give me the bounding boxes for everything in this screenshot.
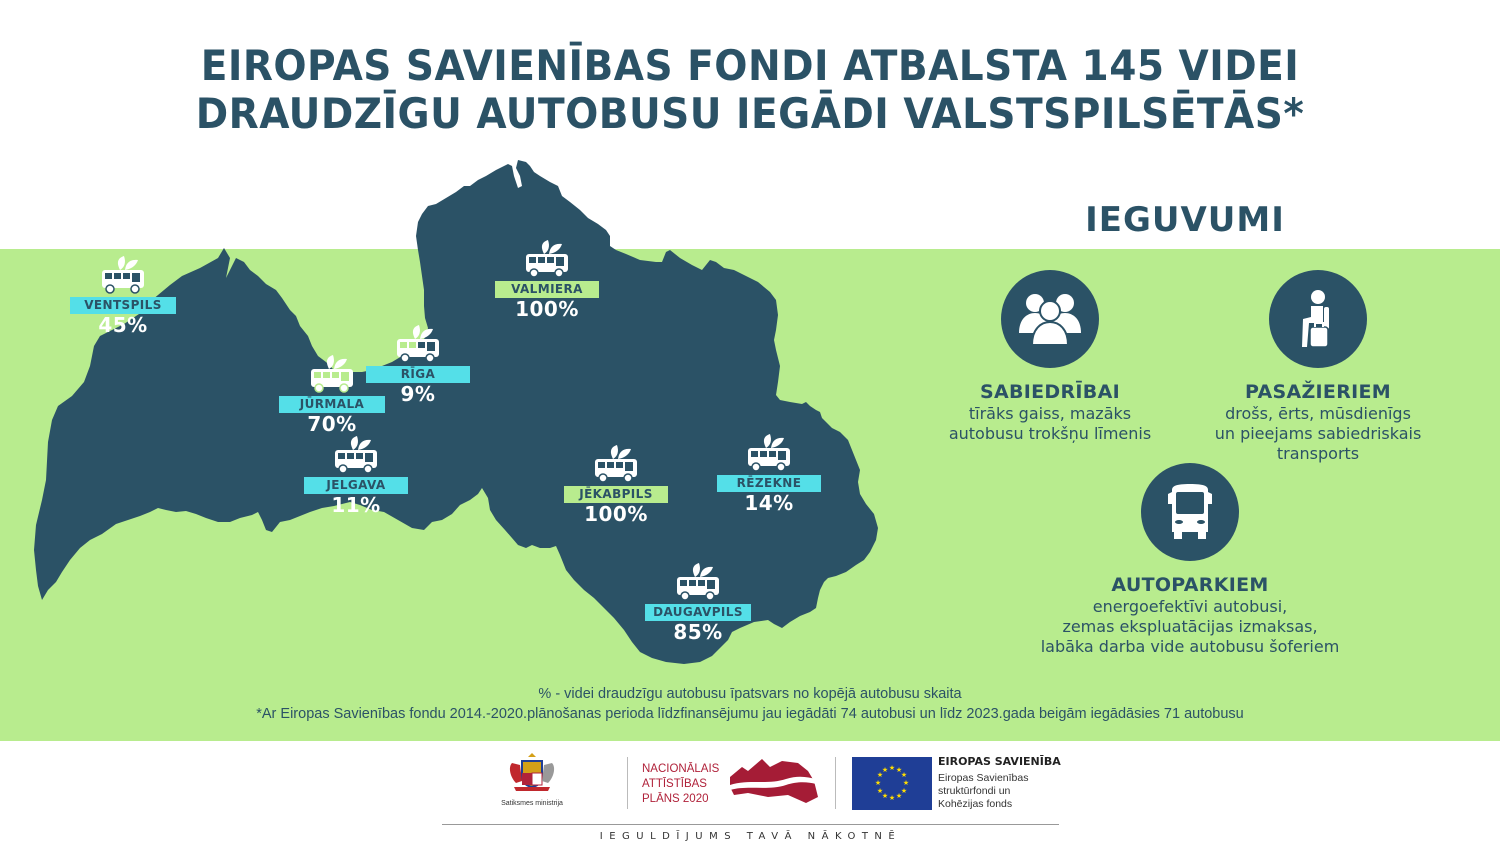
slogan: IEGULDĪJUMS TAVĀ NĀKOTNĒ — [599, 831, 902, 842]
svg-text:★: ★ — [877, 771, 883, 779]
logo-divider — [627, 757, 628, 809]
title-line-2: DRAUDZĪGU AUTOBUSU IEGĀDI VALSTSPILSĒTĀS… — [195, 89, 1305, 138]
title-line-1: EIROPAS SAVIENĪBAS FONDI ATBALSTA 145 VI… — [200, 41, 1300, 90]
footer-divider — [442, 824, 1059, 825]
nap-line-3: PLĀNS 2020 — [642, 793, 709, 805]
city-name: DAUGAVPILS — [645, 604, 751, 621]
city-name: RĒZEKNE — [717, 475, 821, 492]
city-percent: 85% — [673, 620, 723, 644]
city-marker-riga: RĪGA 9% — [365, 325, 471, 405]
city-marker-jekabpils: JĒKABPILS 100% — [563, 445, 669, 525]
benefit-description: drošs, ērts, mūsdienīgs un pieejams sabi… — [1214, 404, 1422, 463]
svg-text:★: ★ — [882, 766, 888, 774]
city-marker-jelgava: JELGAVA 11% — [303, 436, 409, 516]
svg-text:★: ★ — [896, 766, 902, 774]
svg-text:★: ★ — [896, 792, 902, 800]
svg-text:★: ★ — [889, 764, 895, 772]
city-percent: 45% — [98, 313, 148, 337]
benefit-bus-fleets: AUTOPARKIEM energoefektīvi autobusi, zem… — [1010, 463, 1370, 657]
svg-text:★: ★ — [901, 771, 907, 779]
ministry-caption: Satiksmes ministrija — [501, 800, 563, 807]
footer-logos: Satiksmes ministrija NACIONĀLAIS ATTĪSTĪ… — [0, 745, 1500, 860]
eco-bus-icon — [335, 436, 377, 474]
eco-bus-icon — [595, 445, 637, 483]
city-name: VALMIERA — [495, 281, 599, 298]
nap-line-1: NACIONĀLAIS — [642, 763, 720, 775]
svg-text:★: ★ — [889, 794, 895, 802]
nap-line-2: ATTĪSTĪBAS — [642, 778, 707, 790]
city-percent: 9% — [400, 382, 436, 406]
svg-text:★: ★ — [877, 787, 883, 795]
people-group-icon — [1001, 270, 1099, 368]
city-name: JELGAVA — [304, 477, 408, 494]
eco-bus-icon — [397, 325, 439, 363]
footnotes: % - videi draudzīgu autobusu īpatsvars n… — [0, 684, 1500, 724]
city-percent: 14% — [744, 491, 794, 515]
city-name: JĒKABPILS — [564, 486, 668, 503]
city-percent: 70% — [307, 412, 357, 436]
city-name: JŪRMALA — [279, 396, 385, 413]
svg-text:★: ★ — [901, 787, 907, 795]
eco-bus-icon — [677, 563, 719, 601]
benefit-description: energoefektīvi autobusi, zemas ekspluatā… — [1040, 597, 1340, 656]
bus-front-icon — [1141, 463, 1239, 561]
city-marker-rezekne: RĒZEKNE 14% — [716, 434, 822, 514]
eco-bus-icon — [748, 434, 790, 472]
benefit-society: SABIEDRĪBAI tīrāks gaiss, mazāks autobus… — [920, 270, 1180, 444]
benefit-description: tīrāks gaiss, mazāks autobusu trokšņu lī… — [948, 404, 1152, 443]
eu-flag-icon: ★ ★ ★ ★ ★ ★ ★ ★ ★ ★ ★ ★ — [852, 757, 932, 810]
nap-latvia-map-icon — [730, 759, 818, 803]
coat-of-arms-icon — [509, 753, 555, 791]
percent-legend: % - videi draudzīgu autobusu īpatsvars n… — [538, 686, 962, 702]
city-percent: 100% — [584, 502, 648, 526]
eco-bus-icon — [102, 256, 144, 294]
ministry-logo: Satiksmes ministrija — [497, 753, 567, 807]
nap-logo-text: NACIONĀLAIS ATTĪSTĪBAS PLĀNS 2020 — [642, 762, 719, 807]
eu-title: EIROPAS SAVIENĪBA — [938, 755, 1061, 768]
benefit-passengers: PASAŽIERIEM drošs, ērts, mūsdienīgs un p… — [1188, 270, 1448, 464]
city-name: VENTSPILS — [70, 297, 176, 314]
eco-bus-icon — [311, 355, 353, 393]
city-percent: 11% — [331, 493, 381, 517]
city-name: RĪGA — [366, 366, 470, 383]
asterisk-note: *Ar Eiropas Savienības fondu 2014.-2020.… — [256, 706, 1244, 722]
city-marker-valmiera: VALMIERA 100% — [494, 240, 600, 320]
eu-subtitle: Eiropas Savienības struktūrfondi un Kohē… — [938, 772, 1029, 810]
benefits-title: IEGUVUMI — [1085, 200, 1285, 240]
city-marker-ventspils: VENTSPILS 45% — [70, 256, 176, 336]
svg-text:★: ★ — [903, 779, 909, 787]
eco-bus-icon — [526, 240, 568, 278]
eu-logo-text: EIROPAS SAVIENĪBA Eiropas Savienības str… — [938, 755, 1061, 811]
logo-divider — [835, 757, 836, 809]
benefit-heading: SABIEDRĪBAI — [980, 381, 1120, 403]
city-percent: 100% — [515, 297, 579, 321]
benefit-heading: PASAŽIERIEM — [1245, 381, 1391, 403]
page-title: EIROPAS SAVIENĪBAS FONDI ATBALSTA 145 VI… — [53, 42, 1448, 138]
city-marker-daugavpils: DAUGAVPILS 85% — [645, 563, 751, 643]
benefit-heading: AUTOPARKIEM — [1111, 574, 1269, 596]
svg-text:★: ★ — [875, 779, 881, 787]
svg-text:★: ★ — [882, 792, 888, 800]
city-marker-jurmala: JŪRMALA 70% — [279, 355, 385, 435]
seated-passenger-icon — [1269, 270, 1367, 368]
